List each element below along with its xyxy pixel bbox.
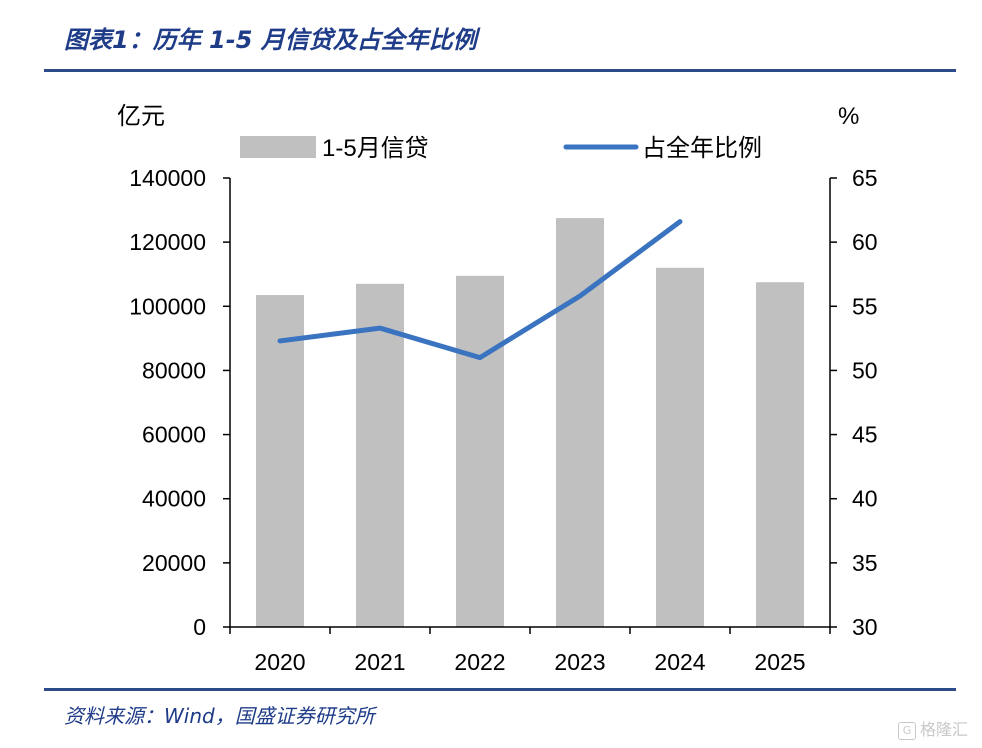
right-tick-label: 60	[852, 229, 878, 255]
bar-2023	[556, 218, 604, 627]
left-axis-label: 亿元	[117, 103, 165, 130]
x-tick-label: 2023	[554, 649, 605, 675]
left-tick-label: 140000	[129, 165, 206, 191]
left-tick-label: 100000	[129, 293, 206, 319]
x-tick-label: 2020	[254, 649, 305, 675]
bar-2021	[356, 283, 404, 627]
right-tick-label: 65	[852, 165, 878, 191]
legend-bar-label: 1-5月信贷	[322, 135, 429, 162]
left-tick-label: 60000	[142, 422, 206, 448]
top-rule	[44, 69, 956, 72]
right-tick-label: 30	[852, 614, 878, 640]
left-tick-label: 80000	[142, 357, 206, 383]
left-tick-label: 120000	[129, 229, 206, 255]
left-tick-label: 0	[193, 614, 206, 640]
right-tick-label: 55	[852, 293, 878, 319]
chart-title: 图表1：历年 1-5 月信贷及占全年比例	[64, 26, 477, 54]
legend-bar-swatch	[240, 136, 316, 158]
legend-line-label: 占全年比例	[642, 135, 762, 162]
watermark: G 格隆汇	[897, 716, 968, 740]
bar-2025	[756, 282, 804, 627]
x-tick-label: 2025	[754, 649, 805, 675]
bottom-rule	[44, 688, 956, 691]
watermark-text: 格隆汇	[919, 720, 968, 739]
bar-2022	[456, 275, 504, 627]
bar-2020	[256, 295, 304, 627]
x-tick-label: 2022	[454, 649, 505, 675]
left-tick-label: 40000	[142, 486, 206, 512]
x-tick-label: 2024	[654, 649, 705, 675]
bar-2024	[656, 267, 704, 627]
right-axis-label: %	[838, 103, 859, 130]
ratio-line	[277, 219, 683, 361]
right-tick-label: 40	[852, 486, 878, 512]
x-tick-label: 2021	[354, 649, 405, 675]
watermark-logo-icon: G	[897, 721, 916, 740]
right-tick-label: 35	[852, 550, 878, 576]
right-tick-label: 50	[852, 357, 878, 383]
left-tick-label: 20000	[142, 550, 206, 576]
right-tick-label: 45	[852, 422, 878, 448]
source-note: 资料来源：Wind，国盛证券研究所	[64, 704, 375, 728]
